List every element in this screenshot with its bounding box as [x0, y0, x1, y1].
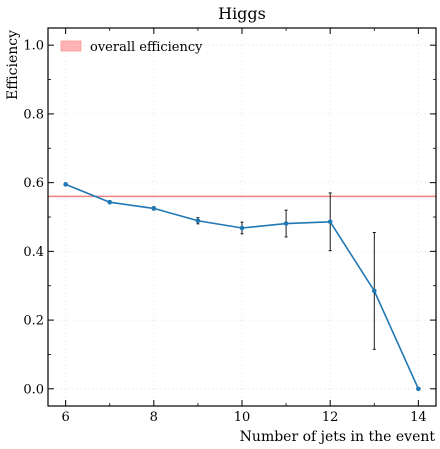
data-point — [371, 288, 377, 294]
data-point — [195, 218, 201, 224]
axis-ticks: 6 8 10 12 14 0.0 0.2 0.4 0.6 0.8 1.0 — [23, 28, 436, 425]
y-tick-label: 0.6 — [23, 176, 44, 191]
y-axis-label: Efficiency — [5, 30, 21, 100]
legend-label: overall efficiency — [90, 40, 203, 55]
y-tick-label: 0.0 — [23, 382, 44, 397]
y-tick-label: 1.0 — [23, 39, 44, 54]
grid-lines — [48, 28, 436, 406]
y-tick-label: 0.4 — [23, 245, 44, 260]
x-axis-label: Number of jets in the event — [240, 429, 436, 445]
chart-title: Higgs — [218, 4, 266, 23]
x-tick-label: 8 — [150, 410, 158, 425]
data-point — [283, 221, 289, 226]
efficiency-series — [63, 182, 421, 392]
x-tick-label: 10 — [234, 410, 251, 425]
legend-swatch — [60, 40, 82, 52]
series-line — [65, 183, 420, 390]
legend: overall efficiency — [60, 40, 203, 55]
y-tick-label: 0.2 — [23, 314, 44, 329]
x-tick-label: 6 — [61, 410, 69, 425]
data-point — [327, 219, 333, 225]
data-point — [239, 225, 245, 231]
data-point — [63, 182, 68, 187]
y-tick-label: 0.8 — [23, 107, 44, 122]
x-tick-label: 12 — [322, 410, 339, 425]
x-tick-label: 14 — [410, 410, 427, 425]
data-point — [107, 199, 113, 205]
data-point — [151, 206, 157, 211]
data-point — [416, 386, 421, 392]
